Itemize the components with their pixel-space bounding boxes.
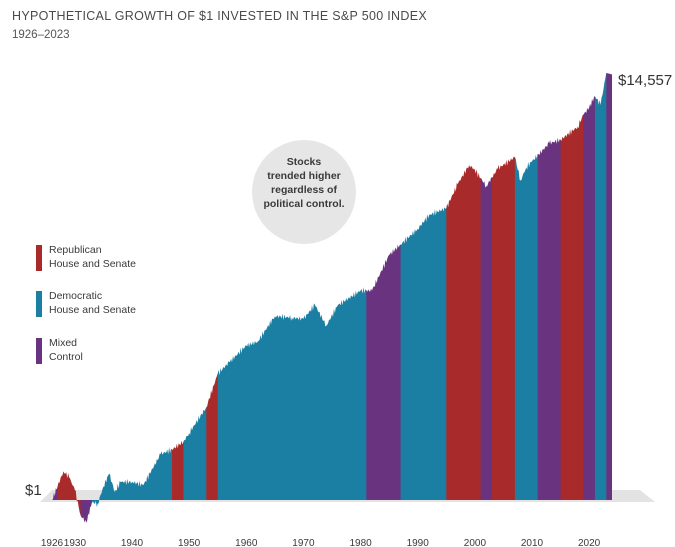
annotation-bubble: Stocks trended higher regardless of poli…	[252, 140, 356, 244]
band-republican-1947	[172, 73, 184, 523]
band-mixed-2023	[606, 73, 612, 523]
band-republican-2003	[492, 73, 516, 523]
band-democratic-2021	[594, 73, 607, 523]
annotation-line-1: Stocks	[286, 156, 322, 168]
annotation-line-2: trended higher	[267, 170, 341, 182]
legend-swatch-republican	[36, 245, 42, 271]
legend-label-republican-2: House and Senate	[49, 258, 136, 270]
x-tick-label-1970: 1970	[292, 538, 315, 547]
x-tick-label-2020: 2020	[578, 538, 601, 547]
x-tick-label-1930: 1930	[64, 538, 87, 547]
chart-subtitle: 1926–2023	[12, 29, 70, 41]
legend-label-republican-1: Republican	[49, 244, 102, 256]
x-tick-label-2000: 2000	[464, 538, 487, 547]
band-republican-2015	[560, 73, 584, 523]
control-bands	[52, 73, 612, 523]
legend-swatch-mixed	[36, 338, 42, 364]
x-tick-label-1960: 1960	[235, 538, 258, 547]
x-tick-label-2010: 2010	[521, 538, 544, 547]
band-democratic-1987	[400, 73, 447, 523]
legend-label-mixed-2: Control	[49, 351, 83, 363]
annotation-line-3: regardless of	[271, 184, 337, 196]
chart-title: HYPOTHETICAL GROWTH OF $1 INVESTED IN TH…	[12, 9, 427, 23]
legend-label-democratic-1: Democratic	[49, 290, 103, 302]
band-mixed-2019	[583, 73, 596, 523]
band-democratic-1955	[217, 73, 367, 523]
start-value-label: $1	[25, 482, 42, 499]
legend-swatch-democratic	[36, 291, 42, 317]
band-democratic-2007	[514, 73, 539, 523]
band-mixed-2001	[480, 73, 493, 523]
x-tick-label-1940: 1940	[121, 538, 144, 547]
end-value-label: $14,557	[618, 72, 673, 89]
band-mixed-2011	[537, 73, 562, 523]
x-tick-label-1950: 1950	[178, 538, 201, 547]
x-tick-label-1926: 1926	[41, 538, 64, 547]
annotation-line-4: political control.	[263, 198, 345, 210]
legend-label-mixed-1: Mixed	[49, 337, 78, 349]
band-mixed-1981	[366, 73, 402, 523]
band-republican-1953	[206, 73, 219, 523]
band-democratic-1949	[183, 73, 207, 523]
x-axis: 1926 1930 1940 1950 1960 1970 1980 1990 2000 2010…	[41, 538, 601, 547]
x-tick-label-1980: 1980	[349, 538, 372, 547]
legend-label-democratic-2: House and Senate	[49, 304, 136, 316]
band-republican-1995	[446, 73, 482, 523]
x-tick-label-1990: 1990	[407, 538, 430, 547]
